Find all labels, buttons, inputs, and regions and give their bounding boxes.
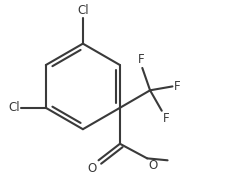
Text: F: F xyxy=(137,53,144,66)
Text: Cl: Cl xyxy=(8,101,20,114)
Text: O: O xyxy=(148,159,157,172)
Text: F: F xyxy=(173,80,180,93)
Text: F: F xyxy=(162,112,169,125)
Text: O: O xyxy=(86,162,96,175)
Text: Cl: Cl xyxy=(77,4,88,17)
